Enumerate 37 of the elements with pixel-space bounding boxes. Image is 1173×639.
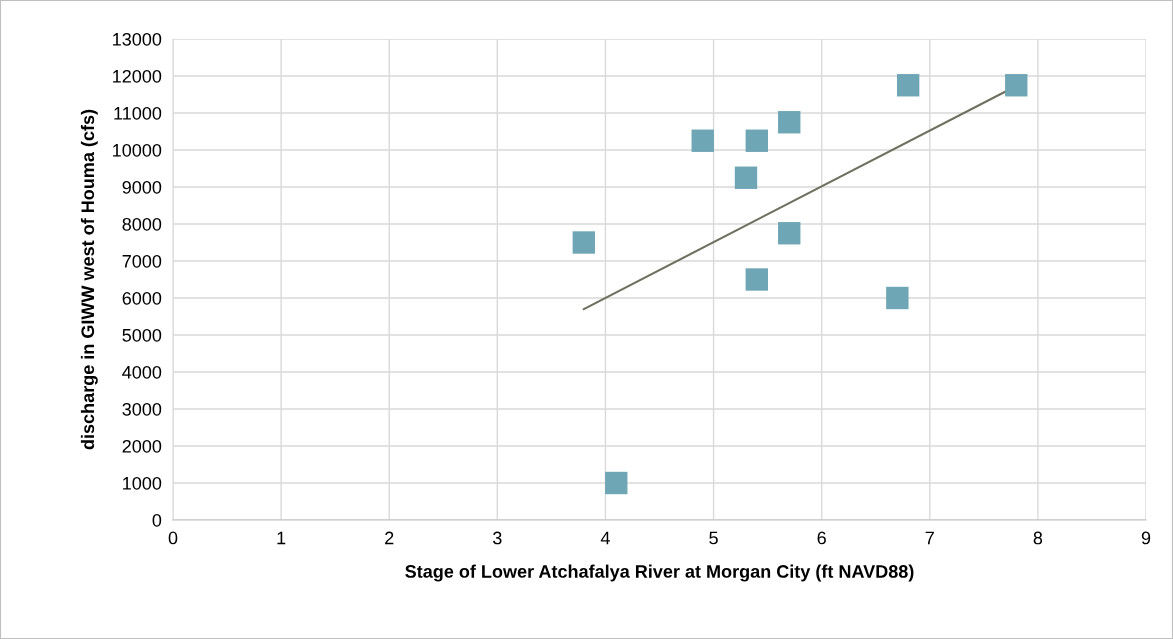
x-tick-label: 4 <box>600 531 610 545</box>
x-tick-label: 3 <box>493 531 502 545</box>
point <box>745 129 768 152</box>
y-tick-label: 10000 <box>113 143 162 157</box>
x-tick-label: 7 <box>925 531 934 545</box>
y-tick-label: 2000 <box>122 439 162 453</box>
point <box>1005 74 1028 97</box>
y-tick-label: 4000 <box>122 365 162 379</box>
x-tick-label: 5 <box>709 531 718 545</box>
y-tick-label: 6000 <box>122 291 162 305</box>
y-tick-label: 5000 <box>122 328 162 342</box>
x-tick-label: 6 <box>817 531 826 545</box>
x-tick-label: 9 <box>1141 531 1151 545</box>
y-axis-title: discharge in GIWW west of Houma (cfs) <box>80 109 98 450</box>
x-tick-label: 1 <box>277 531 286 545</box>
point <box>691 129 714 152</box>
y-tick-label: 1000 <box>123 476 162 490</box>
point <box>778 222 801 245</box>
point <box>734 166 758 189</box>
point <box>778 111 801 134</box>
x-axis-title: Stage of Lower Atchafalya River at Morgan City (ft NAVD88) <box>405 564 914 582</box>
point <box>896 74 920 97</box>
x-tick-label: 2 <box>385 531 394 545</box>
point <box>605 471 628 495</box>
y-tick-label: 8000 <box>122 217 162 231</box>
point <box>886 286 909 310</box>
y-tick-label: 11000 <box>114 106 162 120</box>
y-tick-label: 7000 <box>122 254 162 268</box>
point <box>572 231 596 254</box>
y-tick-label: 3000 <box>122 402 162 416</box>
x-tick-label: 0 <box>168 531 178 545</box>
y-tick-label: 0 <box>152 513 162 527</box>
x-tick-label: 8 <box>1033 531 1043 545</box>
y-tick-label: 12000 <box>113 69 162 83</box>
point <box>745 268 768 291</box>
y-tick-label: 13000 <box>113 32 162 46</box>
y-tick-label: 9000 <box>122 180 162 194</box>
